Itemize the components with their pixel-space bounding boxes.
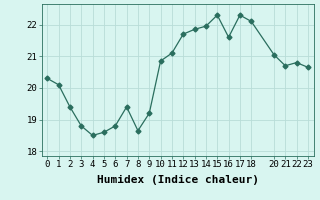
X-axis label: Humidex (Indice chaleur): Humidex (Indice chaleur) — [97, 175, 259, 185]
